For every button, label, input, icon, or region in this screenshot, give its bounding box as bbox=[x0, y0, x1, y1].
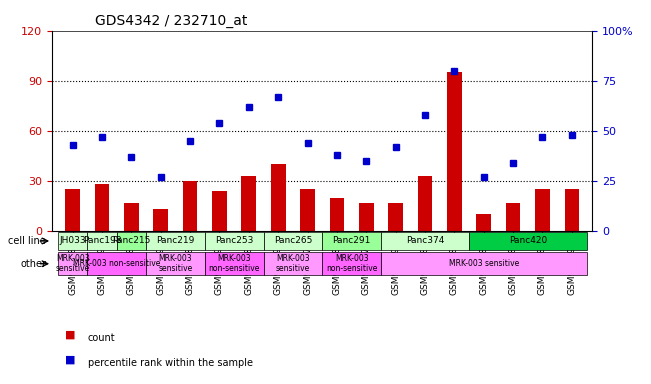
Text: MRK-003
non-sensitive: MRK-003 non-sensitive bbox=[208, 254, 260, 273]
FancyBboxPatch shape bbox=[87, 232, 117, 250]
FancyBboxPatch shape bbox=[469, 232, 587, 250]
Text: Panc198: Panc198 bbox=[83, 237, 121, 245]
Text: Panc215: Panc215 bbox=[112, 237, 150, 245]
Bar bbox=[154, 209, 168, 231]
Text: Panc219: Panc219 bbox=[156, 237, 195, 245]
FancyBboxPatch shape bbox=[117, 232, 146, 250]
Bar bbox=[388, 203, 403, 231]
Bar bbox=[271, 164, 286, 231]
Text: Panc291: Panc291 bbox=[333, 237, 371, 245]
Text: ■: ■ bbox=[65, 355, 76, 365]
Bar bbox=[94, 184, 109, 231]
Text: JH033: JH033 bbox=[59, 237, 86, 245]
Text: Panc253: Panc253 bbox=[215, 237, 253, 245]
Text: other: other bbox=[20, 259, 46, 269]
FancyBboxPatch shape bbox=[205, 232, 264, 250]
FancyBboxPatch shape bbox=[322, 232, 381, 250]
Text: MRK-003
sensitive: MRK-003 sensitive bbox=[55, 254, 90, 273]
FancyBboxPatch shape bbox=[87, 252, 146, 275]
Text: count: count bbox=[88, 333, 115, 343]
Bar bbox=[242, 176, 256, 231]
Bar bbox=[418, 176, 432, 231]
FancyBboxPatch shape bbox=[322, 252, 381, 275]
FancyBboxPatch shape bbox=[146, 252, 205, 275]
Text: MRK-003
sensitive: MRK-003 sensitive bbox=[276, 254, 310, 273]
FancyBboxPatch shape bbox=[264, 252, 322, 275]
Bar bbox=[124, 203, 139, 231]
Text: percentile rank within the sample: percentile rank within the sample bbox=[88, 358, 253, 368]
Bar bbox=[506, 203, 520, 231]
Bar bbox=[535, 189, 550, 231]
Bar bbox=[183, 181, 197, 231]
Text: MRK-003
non-sensitive: MRK-003 non-sensitive bbox=[326, 254, 378, 273]
Text: Panc374: Panc374 bbox=[406, 237, 444, 245]
FancyBboxPatch shape bbox=[381, 232, 469, 250]
FancyBboxPatch shape bbox=[381, 252, 587, 275]
Text: ■: ■ bbox=[65, 330, 76, 340]
Text: cell line: cell line bbox=[8, 236, 46, 246]
Bar bbox=[212, 191, 227, 231]
FancyBboxPatch shape bbox=[264, 232, 322, 250]
Bar bbox=[564, 189, 579, 231]
FancyBboxPatch shape bbox=[58, 252, 87, 275]
Text: MRK-003
sensitive: MRK-003 sensitive bbox=[158, 254, 193, 273]
Bar bbox=[477, 214, 491, 231]
Text: MRK-003 sensitive: MRK-003 sensitive bbox=[449, 259, 519, 268]
FancyBboxPatch shape bbox=[146, 232, 205, 250]
Bar bbox=[359, 203, 374, 231]
FancyBboxPatch shape bbox=[58, 232, 87, 250]
Text: Panc265: Panc265 bbox=[273, 237, 312, 245]
Bar bbox=[65, 189, 80, 231]
Bar bbox=[300, 189, 315, 231]
Bar bbox=[329, 198, 344, 231]
Bar bbox=[447, 73, 462, 231]
Text: MRK-003 non-sensitive: MRK-003 non-sensitive bbox=[73, 259, 160, 268]
Text: GDS4342 / 232710_at: GDS4342 / 232710_at bbox=[95, 14, 247, 28]
FancyBboxPatch shape bbox=[205, 252, 264, 275]
Text: Panc420: Panc420 bbox=[508, 237, 547, 245]
